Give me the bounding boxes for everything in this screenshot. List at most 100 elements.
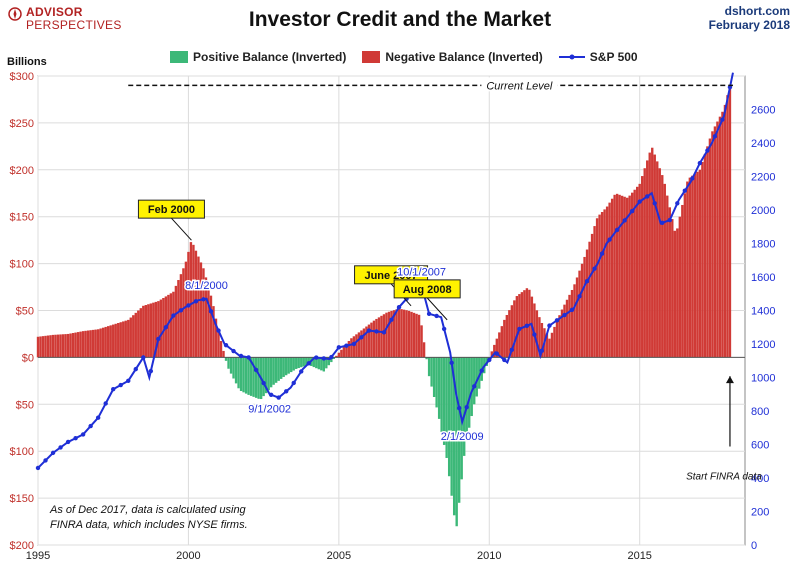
balance-bar	[578, 270, 581, 358]
legend-sp500-swatch	[558, 54, 585, 60]
balance-bar	[332, 357, 336, 359]
left-tick-label: $100	[10, 446, 34, 458]
callout-text: June 2007	[364, 270, 417, 282]
balance-bar	[683, 193, 687, 358]
balance-bar	[222, 350, 225, 358]
balance-bar	[420, 325, 423, 358]
balance-bar	[104, 326, 107, 358]
balance-bar	[628, 195, 631, 358]
balance-bar	[437, 357, 441, 419]
balance-bar	[686, 181, 689, 358]
balance-bar	[641, 176, 644, 358]
balance-bar	[545, 333, 549, 358]
balance-bar	[668, 207, 671, 358]
legend-sp500: S&P 500	[558, 50, 638, 64]
sp500-point	[660, 220, 665, 226]
balance-bar	[347, 340, 351, 358]
sp500-point	[554, 318, 560, 323]
sp500-point	[637, 199, 642, 204]
balance-bar	[590, 233, 594, 358]
sp500-point	[441, 326, 447, 332]
balance-bar	[490, 351, 493, 358]
sp500-point	[73, 436, 78, 441]
right-tick-label: 2200	[751, 172, 775, 184]
sp500-point	[306, 361, 311, 366]
balance-bar	[249, 357, 253, 396]
chart-note-line1: As of Dec 2017, data is calculated using	[50, 504, 246, 516]
balance-bar	[620, 195, 624, 358]
balance-bar	[721, 111, 724, 358]
balance-bar	[66, 333, 70, 358]
right-tick-label: 1400	[751, 306, 775, 318]
balance-bar	[387, 311, 391, 358]
balance-bar	[129, 317, 132, 358]
balance-bar	[565, 299, 569, 358]
balance-bar	[122, 321, 125, 358]
balance-bar	[588, 241, 591, 358]
balance-bar	[137, 310, 140, 358]
sp500-point	[171, 313, 176, 318]
balance-bar	[134, 312, 137, 358]
callout-pointer	[171, 217, 192, 241]
sp500-point	[599, 251, 605, 256]
balance-bar	[550, 332, 554, 358]
sp500-point	[675, 201, 680, 206]
callout-text: Aug 2008	[403, 284, 452, 296]
sp500-point	[547, 323, 552, 328]
legend-positive-swatch	[170, 51, 188, 63]
balance-bar	[658, 168, 661, 358]
left-tick-label: $50	[16, 306, 34, 318]
balance-bar	[91, 329, 95, 358]
balance-bar	[212, 306, 215, 358]
sp500-point	[178, 308, 184, 313]
balance-bar	[159, 299, 163, 358]
finra-label: Start FINRA data	[686, 471, 762, 482]
balance-bar	[653, 154, 656, 358]
balance-bar	[154, 301, 158, 358]
balance-bar	[585, 249, 589, 358]
balance-bar	[573, 284, 576, 358]
balance-bar	[142, 305, 145, 358]
balance-bar	[257, 357, 260, 399]
balance-bar	[355, 334, 358, 358]
balance-bar	[71, 333, 75, 358]
balance-bar	[305, 357, 308, 366]
sp500-point	[193, 299, 199, 304]
sp500-point	[329, 354, 334, 360]
balance-bar	[625, 197, 629, 358]
balance-bar	[372, 320, 376, 358]
balance-bar	[696, 171, 699, 358]
balance-bar	[219, 341, 223, 358]
sp500-point	[186, 303, 191, 308]
balance-bar	[445, 357, 448, 458]
legend-negative: Negative Balance (Inverted)	[362, 50, 543, 64]
balance-bar	[570, 289, 574, 358]
balance-bar	[262, 357, 265, 397]
balance-bar	[144, 305, 147, 358]
sp500-point	[569, 307, 575, 313]
balance-bar	[583, 256, 586, 358]
balance-bar	[282, 357, 285, 377]
sp500-point	[336, 345, 342, 350]
balance-bar	[312, 357, 315, 368]
balance-bar	[99, 328, 102, 358]
balance-bar	[463, 357, 466, 456]
left-tick-label: $50	[16, 399, 34, 411]
balance-bar	[648, 152, 651, 358]
balance-bar	[575, 277, 579, 358]
sp500-point	[690, 176, 695, 181]
sp500-point	[426, 311, 432, 317]
sp500-point	[163, 325, 169, 330]
balance-bar	[442, 357, 446, 445]
balance-bar	[553, 326, 556, 358]
balance-bar	[174, 285, 178, 358]
balance-bar	[495, 338, 498, 358]
balance-bar	[279, 357, 283, 379]
sp500-point	[284, 389, 289, 394]
balance-bar	[267, 357, 270, 391]
balance-bar	[663, 183, 666, 358]
balance-bar	[513, 300, 516, 358]
sp500-point	[652, 201, 657, 206]
balance-bar	[415, 313, 418, 358]
balance-bar	[229, 357, 233, 374]
